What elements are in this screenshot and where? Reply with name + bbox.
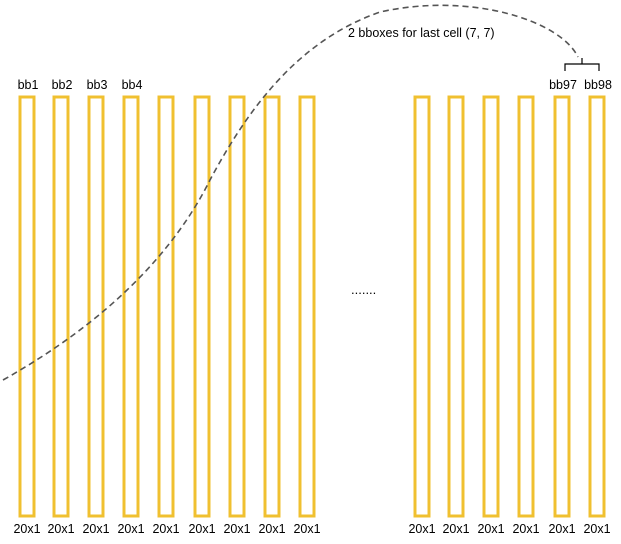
bbox-top-label: bb97 — [549, 78, 577, 92]
left-bbox-4 — [122, 95, 140, 518]
ellipsis-text: ....... — [351, 282, 376, 297]
bbox-top-label: bb3 — [87, 78, 108, 92]
bbox-top-label: bb4 — [122, 78, 143, 92]
bbox-size-label: 20x1 — [152, 522, 179, 536]
left-bbox-7 — [228, 95, 246, 518]
left-bbox-6 — [193, 95, 211, 518]
bbox-size-label: 20x1 — [188, 522, 215, 536]
left-bbox-2 — [52, 95, 70, 518]
bbox-size-label: 20x1 — [408, 522, 435, 536]
left-bbox-9 — [298, 95, 316, 518]
right-bbox-3 — [482, 95, 500, 518]
bbox-top-label: bb98 — [584, 78, 612, 92]
right-bbox-6 — [588, 95, 606, 518]
left-bbox-8 — [263, 95, 281, 518]
bbox-size-label: 20x1 — [13, 522, 40, 536]
right-bbox-4 — [517, 95, 535, 518]
bbox-columns — [18, 95, 606, 518]
left-bbox-5 — [157, 95, 175, 518]
bbox-size-label: 20x1 — [258, 522, 285, 536]
bracket-bb97-bb98 — [564, 58, 600, 71]
bbox-size-label: 20x1 — [293, 522, 320, 536]
bbox-size-label: 20x1 — [512, 522, 539, 536]
bbox-size-label: 20x1 — [47, 522, 74, 536]
bbox-size-label: 20x1 — [583, 522, 610, 536]
bbox-labels: bb1 20x1 bb2 20x1 bb3 20x1 bb4 20x1 20x1 20x1 20x1… — [13, 78, 612, 536]
bbox-size-label: 20x1 — [442, 522, 469, 536]
annotation-text: 2 bboxes for last cell (7, 7) — [348, 26, 495, 40]
right-bbox-5 — [553, 95, 571, 518]
bbox-size-label: 20x1 — [82, 522, 109, 536]
bbox-size-label: 20x1 — [548, 522, 575, 536]
bbox-size-label: 20x1 — [477, 522, 504, 536]
bbox-size-label: 20x1 — [223, 522, 250, 536]
bbox-top-label: bb1 — [18, 78, 39, 92]
bbox-size-label: 20x1 — [117, 522, 144, 536]
right-bbox-2 — [447, 95, 465, 518]
left-bbox-1 — [18, 95, 36, 518]
right-bbox-1 — [413, 95, 431, 518]
bbox-top-label: bb2 — [52, 78, 73, 92]
dashed-arrow-curve — [2, 4, 579, 381]
left-bbox-3 — [87, 95, 105, 518]
